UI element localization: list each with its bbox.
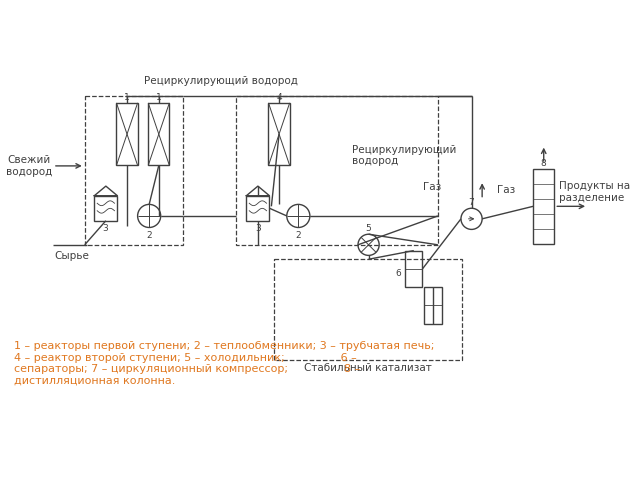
Text: Сырье: Сырье [55, 252, 90, 261]
Bar [405, 251, 422, 287]
Text: Газ: Газ [497, 185, 515, 195]
Bar [116, 103, 138, 166]
Text: Рециркулирующий водород: Рециркулирующий водород [145, 76, 298, 86]
Bar [148, 103, 170, 166]
Bar [424, 287, 442, 324]
Text: 8: 8 [541, 158, 547, 168]
Text: 5: 5 [365, 224, 371, 233]
Text: 1: 1 [156, 93, 162, 102]
Text: 2: 2 [147, 231, 152, 240]
Bar [246, 196, 269, 221]
Text: Рециркулирующий
водород: Рециркулирующий водород [352, 144, 456, 166]
Bar [94, 196, 117, 221]
Text: 2: 2 [296, 231, 301, 240]
Bar [275, 259, 462, 360]
Text: 3: 3 [255, 224, 260, 233]
Text: 1 – реакторы первой ступени; 2 – теплообменники; 3 – трубчатая печь;
4 – реактор: 1 – реакторы первой ступени; 2 – теплооб… [15, 341, 435, 386]
Bar [84, 96, 183, 245]
Text: Продукты на
разделение: Продукты на разделение [559, 181, 630, 203]
Text: 6: 6 [396, 269, 401, 278]
Bar [269, 103, 290, 166]
Text: Газ: Газ [424, 182, 442, 192]
Bar [533, 169, 554, 244]
Text: Свежий
водород: Свежий водород [6, 155, 52, 177]
Text: 4: 4 [276, 93, 282, 102]
Text: 7: 7 [468, 198, 474, 207]
Text: 3: 3 [102, 224, 108, 233]
Text: 1: 1 [124, 93, 130, 102]
Bar [236, 96, 438, 245]
Text: Стабильный катализат: Стабильный катализат [304, 363, 432, 373]
